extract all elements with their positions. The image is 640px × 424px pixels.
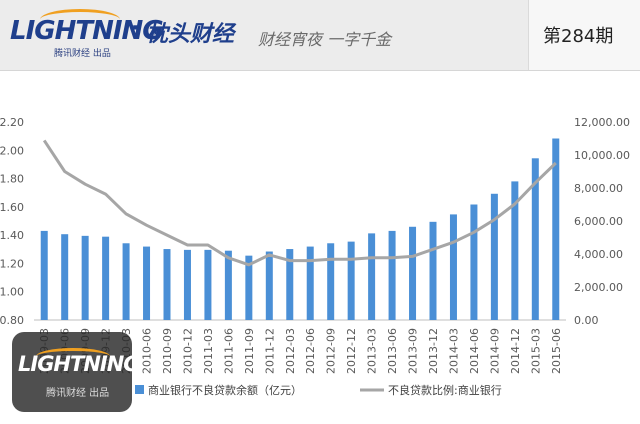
brand-slogan: 财经宵夜 一字千金 xyxy=(258,30,392,49)
x-tick-label: 2013-12 xyxy=(427,328,440,374)
legend-bar-swatch xyxy=(135,385,144,394)
bar xyxy=(81,235,89,320)
bar xyxy=(429,221,437,320)
issue-number: 第284期 xyxy=(543,26,614,47)
bar xyxy=(470,204,478,320)
right-axis-tick-label: 10,000.00 xyxy=(574,149,630,162)
brand-title: 枕头财经 xyxy=(146,22,235,47)
bar xyxy=(347,241,355,320)
left-axis-tick-label: 0.80 xyxy=(0,314,24,327)
x-tick-label: 2010-09 xyxy=(161,328,174,374)
right-axis-tick-label: 6,000.00 xyxy=(574,215,623,228)
x-tick-label: 2013-03 xyxy=(366,328,379,374)
left-axis-tick-label: 1.00 xyxy=(0,286,24,299)
x-tick-label: 2012-12 xyxy=(345,328,358,374)
watermark-logo: LIGHTNING 腾讯财经 出品 xyxy=(12,332,141,412)
x-tick-label: 2015-03 xyxy=(529,328,542,374)
bar xyxy=(40,230,48,320)
x-tick-label: 2014-12 xyxy=(509,328,522,374)
bar xyxy=(531,158,539,320)
x-tick-label: 2011-06 xyxy=(222,328,235,374)
x-tick-label: 2014-09 xyxy=(488,328,501,374)
watermark-subtitle: 腾讯财经 出品 xyxy=(46,388,110,399)
x-tick-label: 2014-03 xyxy=(447,328,460,374)
bar xyxy=(122,243,130,320)
right-axis-tick-label: 0.00 xyxy=(574,314,599,327)
logo-text: LIGHTNING xyxy=(10,16,164,46)
bar xyxy=(61,234,69,320)
x-tick-label: 2012-03 xyxy=(284,328,297,374)
bar xyxy=(245,255,253,320)
bar xyxy=(511,181,519,320)
bar xyxy=(204,249,212,320)
bar xyxy=(409,226,417,320)
left-axis-tick-label: 2.00 xyxy=(0,144,24,157)
bar xyxy=(388,230,396,320)
x-tick-label: 2011-03 xyxy=(202,328,215,374)
right-axis-tick-label: 4,000.00 xyxy=(574,248,623,261)
bar xyxy=(490,193,498,320)
x-tick-label: 2013-06 xyxy=(386,328,399,374)
bar xyxy=(286,249,294,320)
legend-bar-label: 商业银行不良贷款余额（亿元） xyxy=(148,383,302,397)
bar xyxy=(183,249,191,320)
bar xyxy=(163,249,171,320)
bar xyxy=(368,233,376,320)
x-tick-label: 2012-09 xyxy=(325,328,338,374)
bar xyxy=(327,243,335,320)
watermark-arc-icon xyxy=(36,348,110,365)
x-tick-label: 2011-09 xyxy=(243,328,256,374)
bar xyxy=(552,138,560,320)
x-tick-label: 2010-06 xyxy=(141,328,154,374)
x-tick-label: 2012-06 xyxy=(304,328,317,374)
x-tick-label: 2013-09 xyxy=(407,328,420,374)
right-axis-tick-label: 2,000.00 xyxy=(574,281,623,294)
logo-subtitle: 腾讯财经 出品 xyxy=(54,49,111,59)
x-tick-label: 2010-12 xyxy=(181,328,194,374)
x-tick-label: 2015-06 xyxy=(550,328,563,374)
lightning-logo: LIGHTNING 腾讯财经 出品 xyxy=(10,8,164,60)
right-axis-tick-label: 8,000.00 xyxy=(574,182,623,195)
left-axis-tick-label: 1.60 xyxy=(0,201,24,214)
right-axis-tick-label: 12,000.00 xyxy=(574,116,630,129)
watermark-text: LIGHTNING xyxy=(18,352,141,376)
left-axis-tick-label: 1.40 xyxy=(0,229,24,242)
bar xyxy=(143,246,151,320)
bar xyxy=(306,246,314,320)
npl-ratio-line xyxy=(42,139,557,267)
left-axis-tick-label: 1.20 xyxy=(0,257,24,270)
bar xyxy=(265,251,273,320)
left-axis-tick-label: 1.80 xyxy=(0,173,24,186)
legend-line-label: 不良贷款比例:商业银行 xyxy=(388,383,502,397)
header-bar: LIGHTNING 腾讯财经 出品 · 枕头财经 财经宵夜 一字千金 第284期 xyxy=(0,0,640,71)
header-separator: · xyxy=(131,16,140,41)
left-axis-tick-label: 2.20 xyxy=(0,116,24,129)
bar xyxy=(449,214,457,320)
logo-arc-icon xyxy=(40,9,120,30)
x-tick-label: 2011-12 xyxy=(263,328,276,374)
bar xyxy=(224,250,232,320)
bar xyxy=(102,236,110,320)
x-tick-label: 2014-06 xyxy=(468,328,481,374)
issue-box: 第284期 xyxy=(528,0,640,70)
